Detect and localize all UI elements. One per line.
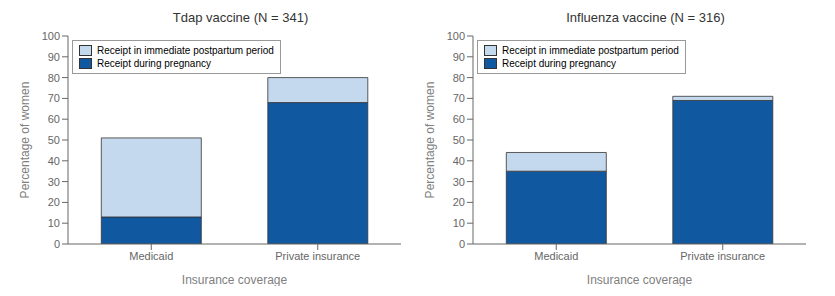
svg-text:10: 10 — [453, 217, 465, 229]
svg-text:10: 10 — [48, 217, 60, 229]
svg-text:70: 70 — [48, 92, 60, 104]
svg-text:70: 70 — [453, 92, 465, 104]
svg-text:Insurance coverage: Insurance coverage — [182, 273, 288, 286]
svg-text:80: 80 — [453, 72, 465, 84]
html-text:Receipt during pregnancy: Receipt during pregnancy — [502, 58, 616, 69]
svg-text:100: 100 — [447, 30, 465, 42]
html-text:Receipt in immediate postpartu: Receipt in immediate postpartum period — [502, 45, 679, 56]
html-text:Receipt during pregnancy: Receipt during pregnancy — [97, 58, 211, 69]
svg-text:100: 100 — [42, 30, 60, 42]
svg-text:Percentage of women: Percentage of women — [423, 82, 437, 199]
svg-text:60: 60 — [48, 113, 60, 125]
svg-text:90: 90 — [453, 51, 465, 63]
svg-text:Medicaid: Medicaid — [534, 250, 578, 262]
svg-text:20: 20 — [48, 196, 60, 208]
svg-text:0: 0 — [54, 238, 60, 250]
svg-text:Private insurance: Private insurance — [680, 250, 765, 262]
svg-text:Percentage of women: Percentage of women — [18, 82, 32, 199]
svg-text:40: 40 — [453, 155, 465, 167]
svg-text:50: 50 — [453, 134, 465, 146]
svg-text:0: 0 — [459, 238, 465, 250]
html-text:Tdap vaccine (N = 341): Tdap vaccine (N = 341) — [172, 10, 309, 25]
html-text:Influenza vaccine (N = 316): Influenza vaccine (N = 316) — [566, 10, 725, 25]
svg-text:80: 80 — [48, 72, 60, 84]
svg-text:Insurance coverage: Insurance coverage — [587, 273, 693, 286]
svg-text:60: 60 — [453, 113, 465, 125]
svg-text:20: 20 — [453, 196, 465, 208]
svg-text:90: 90 — [48, 51, 60, 63]
svg-text:Medicaid: Medicaid — [129, 250, 173, 262]
svg-text:50: 50 — [48, 134, 60, 146]
svg-text:30: 30 — [48, 176, 60, 188]
svg-text:Private insurance: Private insurance — [275, 250, 360, 262]
svg-text:40: 40 — [48, 155, 60, 167]
svg-text:30: 30 — [453, 176, 465, 188]
html-text:Receipt in immediate postpartu: Receipt in immediate postpartum period — [97, 45, 274, 56]
